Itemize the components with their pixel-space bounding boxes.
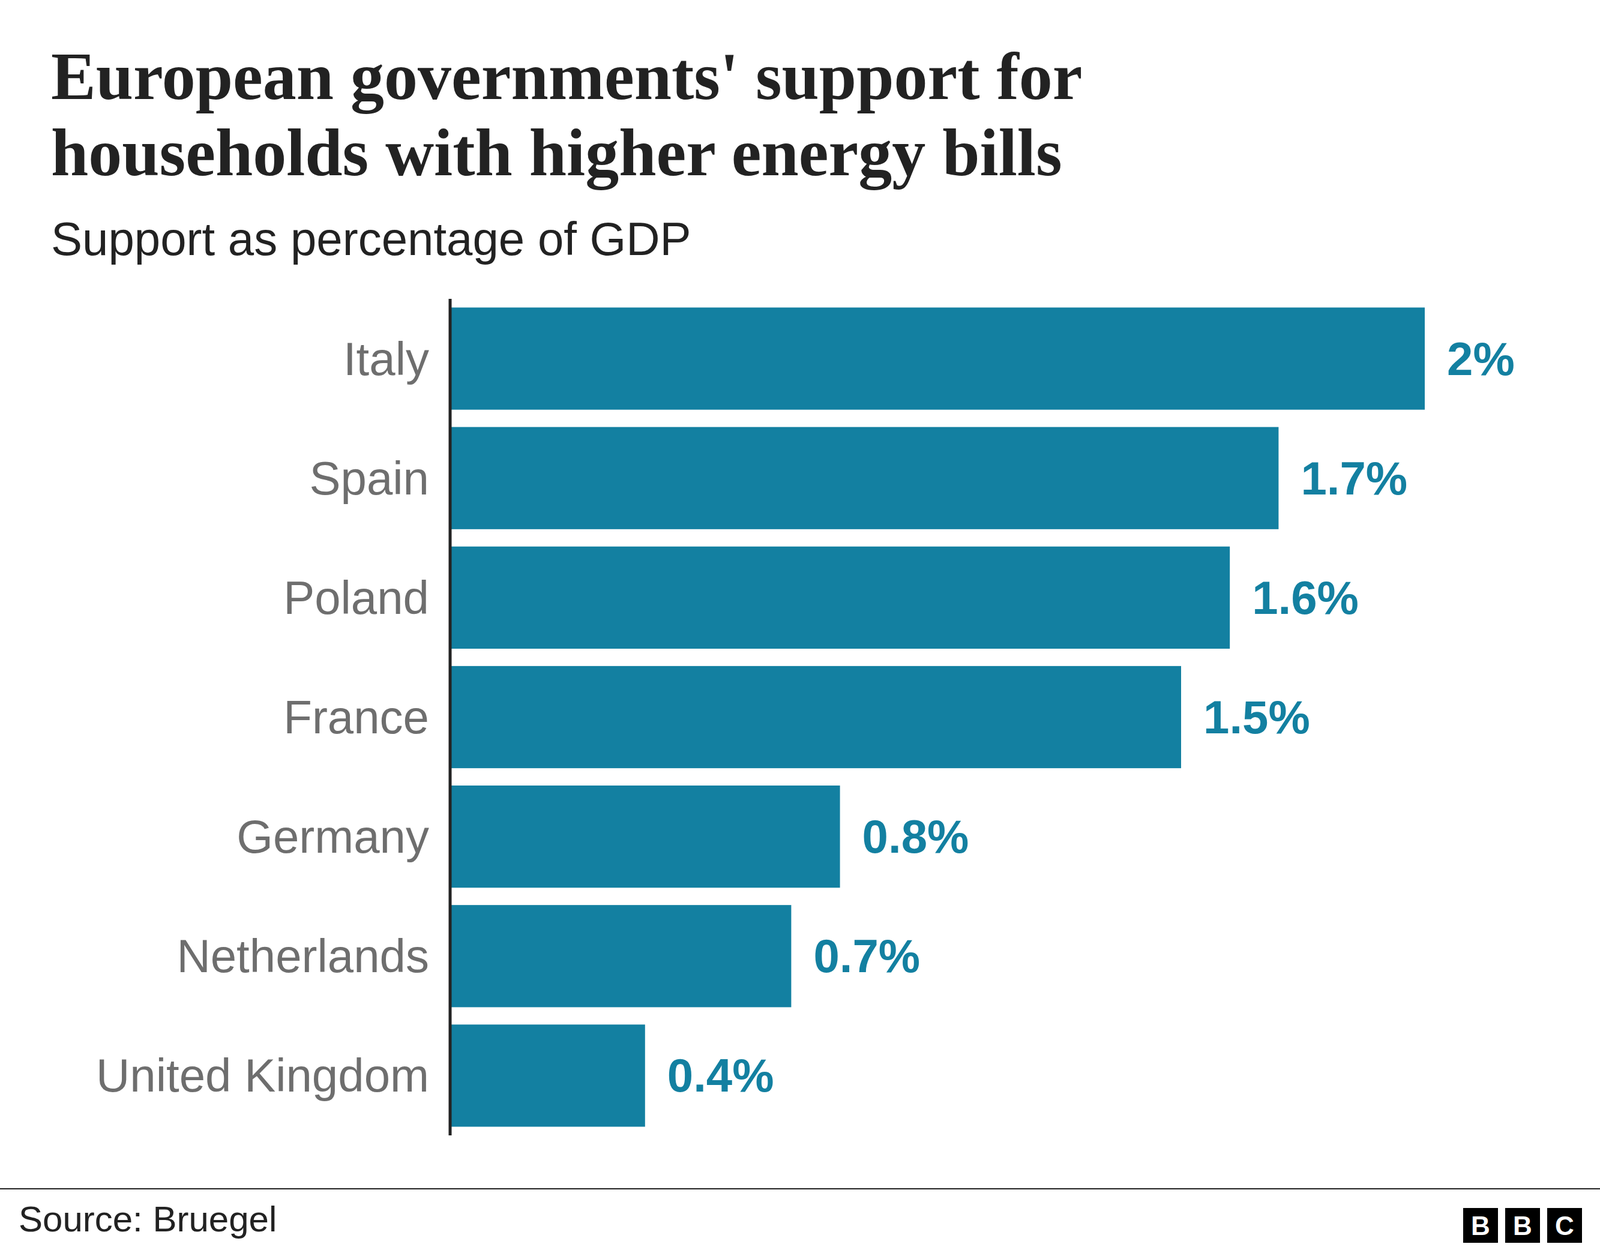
logo-box — [1547, 1208, 1582, 1243]
logo-box — [1463, 1208, 1498, 1243]
data-label: 2% — [1446, 332, 1515, 386]
bar — [450, 427, 1279, 530]
data-label: 0.8% — [862, 810, 970, 864]
bar — [450, 905, 791, 1008]
title-line: households with higher energy bills — [51, 115, 1062, 191]
data-label: 0.7% — [813, 929, 921, 983]
category-label: France — [283, 690, 430, 744]
bar — [450, 307, 1425, 410]
data-label: 1.6% — [1251, 571, 1359, 625]
chart: European governments' support forhouseho… — [0, 0, 1600, 1250]
labels: Italy 2% Spain 1.7% Poland 1.6% France 1.5% Germ… — [96, 332, 1515, 1103]
footer-rule — [0, 1188, 1600, 1190]
axis-line — [448, 298, 452, 1136]
category-label: Spain — [309, 451, 430, 505]
data-label: 1.5% — [1203, 690, 1311, 744]
logo: BBC — [1463, 1208, 1582, 1243]
bar — [450, 1024, 646, 1127]
bar — [450, 666, 1182, 769]
data-label: 0.4% — [667, 1049, 775, 1102]
title-line: European governments' support for — [51, 39, 1083, 115]
data-label: 1.7% — [1300, 451, 1408, 505]
bars — [450, 307, 1425, 1127]
category-label: Italy — [343, 332, 430, 386]
category-label: Poland — [283, 571, 430, 625]
category-label: Netherlands — [176, 929, 430, 983]
category-label: United Kingdom — [96, 1049, 430, 1102]
bar — [450, 546, 1230, 649]
category-label: Germany — [236, 810, 430, 864]
logo-box — [1505, 1208, 1540, 1243]
logo-letter: B — [1512, 1211, 1533, 1241]
bar — [450, 785, 841, 888]
logo-letter: C — [1554, 1211, 1575, 1241]
subtitle: Support as percentage of GDP — [51, 212, 692, 266]
title: European governments' support forhouseho… — [51, 39, 1083, 191]
background — [0, 0, 1600, 1250]
logo-letter: B — [1470, 1211, 1491, 1241]
source: Source: Bruegel — [18, 1199, 277, 1240]
